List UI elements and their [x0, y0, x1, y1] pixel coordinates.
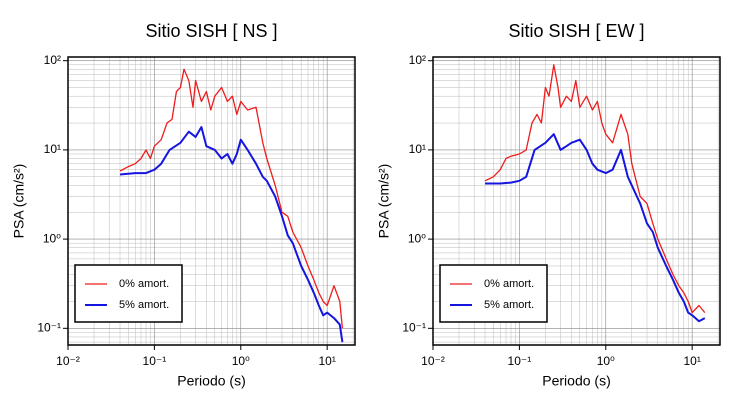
x-tick-label: 10⁰ — [232, 354, 250, 368]
data-line — [119, 126, 344, 343]
y-tick-label: 10⁻¹ — [37, 320, 61, 334]
x-tick-label: 10⁰ — [597, 354, 615, 368]
x-tick-label: 10⁻¹ — [508, 354, 532, 368]
y-tick-label: 10² — [44, 53, 61, 67]
y-tick-label: 10⁰ — [408, 231, 426, 245]
legend-box — [74, 264, 183, 323]
y-axis-label: PSA (cm/s²) — [376, 164, 392, 239]
y-tick-label: 10¹ — [409, 142, 426, 156]
x-axis-label: Periodo (s) — [542, 373, 610, 389]
x-tick-label: 10⁻² — [421, 354, 445, 368]
chart-title: Sitio SISH [ NS ] — [145, 21, 277, 41]
chart-title: Sitio SISH [ EW ] — [508, 21, 644, 41]
y-tick-label: 10⁻¹ — [402, 320, 426, 334]
y-tick-label: 10⁰ — [43, 231, 61, 245]
y-axis-label: PSA (cm/s²) — [11, 164, 27, 239]
x-tick-label: 10¹ — [318, 354, 335, 368]
legend-label: 5% amort. — [484, 299, 534, 311]
x-tick-label: 10⁻¹ — [143, 354, 167, 368]
x-tick-label: 10¹ — [683, 354, 700, 368]
data-line — [485, 133, 706, 323]
data-line — [484, 64, 706, 314]
y-tick-label: 10² — [409, 53, 426, 67]
plot-frame — [432, 56, 721, 346]
x-tick-label: 10⁻² — [56, 354, 80, 368]
data-line — [119, 68, 344, 329]
legend-label: 0% amort. — [484, 278, 534, 290]
legend-label: 0% amort. — [119, 278, 169, 290]
legend-box — [439, 264, 548, 323]
y-tick-label: 10¹ — [44, 142, 61, 156]
plot-frame — [67, 56, 356, 346]
legend-label: 5% amort. — [119, 299, 169, 311]
x-axis-label: Periodo (s) — [177, 373, 245, 389]
